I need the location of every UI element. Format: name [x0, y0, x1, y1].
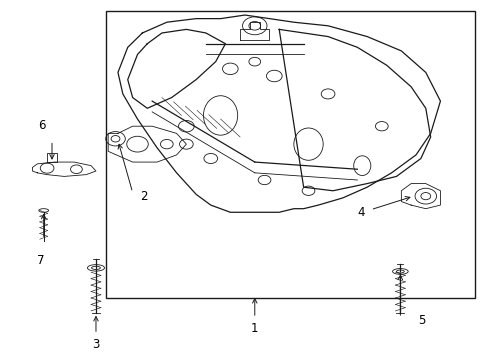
Text: 1: 1: [251, 321, 259, 335]
Text: 7: 7: [38, 253, 45, 266]
Text: 6: 6: [39, 118, 46, 132]
Text: 3: 3: [92, 338, 99, 351]
Bar: [106, 12, 475, 298]
Text: 5: 5: [418, 314, 426, 328]
Text: 2: 2: [140, 190, 147, 203]
Text: 4: 4: [357, 206, 365, 219]
